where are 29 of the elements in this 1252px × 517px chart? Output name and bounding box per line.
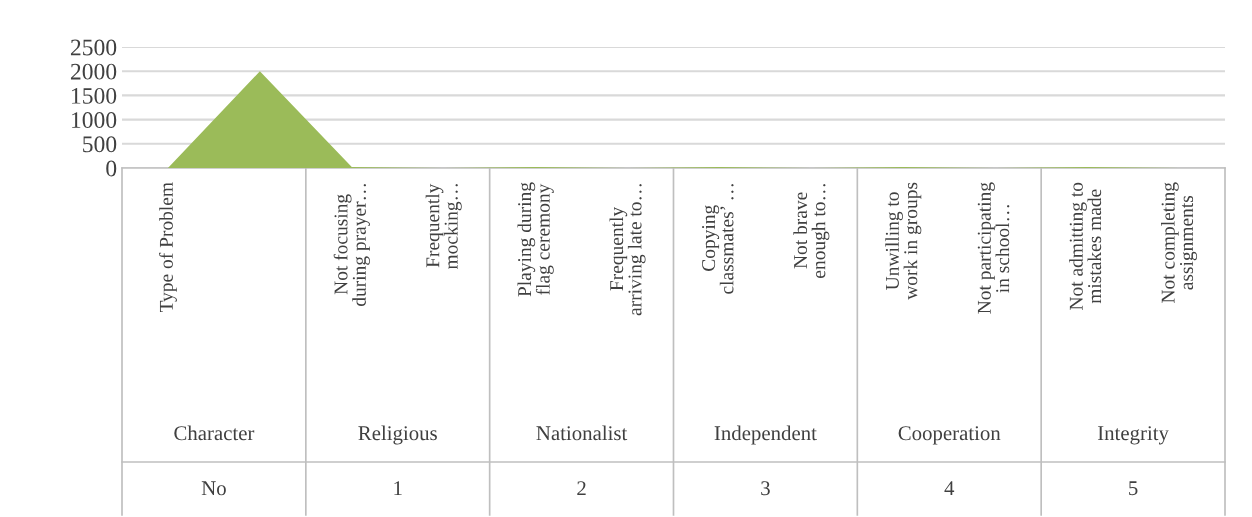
text: Nationalist [536, 425, 628, 441]
text: 5 [1129, 481, 1138, 496]
text: Character [174, 425, 255, 441]
text: 2 [577, 481, 586, 496]
x-tick-label: Not brave enough to… [793, 184, 830, 278]
x-tick-label: Frequently mocking… [425, 183, 462, 270]
x-tick-label: Not admitting to mistakes made [1069, 182, 1102, 310]
text: Integrity [1097, 426, 1169, 445]
x-tick-label: Not focusing during prayer… [333, 184, 370, 307]
x-tick-label: Type of Problem [159, 182, 177, 313]
x-tick-label: Frequently arriving late to… [609, 184, 646, 316]
text: Independent [714, 425, 817, 445]
y-tick-label: 2500 [70, 39, 117, 56]
text: 1 [394, 481, 402, 496]
text: Religious [358, 425, 437, 445]
x-tick-label: Unwilling to work in groups [885, 182, 922, 300]
x-tick-label: Copying classmates’ … [702, 184, 734, 294]
text: Cooperation [898, 426, 1001, 445]
text: 4 [944, 481, 955, 496]
y-tick-label: 1500 [71, 87, 117, 104]
x-tick-label: Not participating in school… [977, 182, 1010, 314]
text: 3 [761, 481, 770, 496]
text: No [201, 481, 226, 496]
y-tick-label: 1000 [71, 112, 117, 129]
x-tick-label: Playing during flag ceremony [517, 182, 554, 297]
y-tick-label: 2000 [70, 63, 117, 80]
y-tick-label: 0 [106, 160, 117, 177]
x-tick-label: Not completing assignments [1161, 182, 1198, 303]
y-tick-label: 500 [83, 136, 117, 153]
